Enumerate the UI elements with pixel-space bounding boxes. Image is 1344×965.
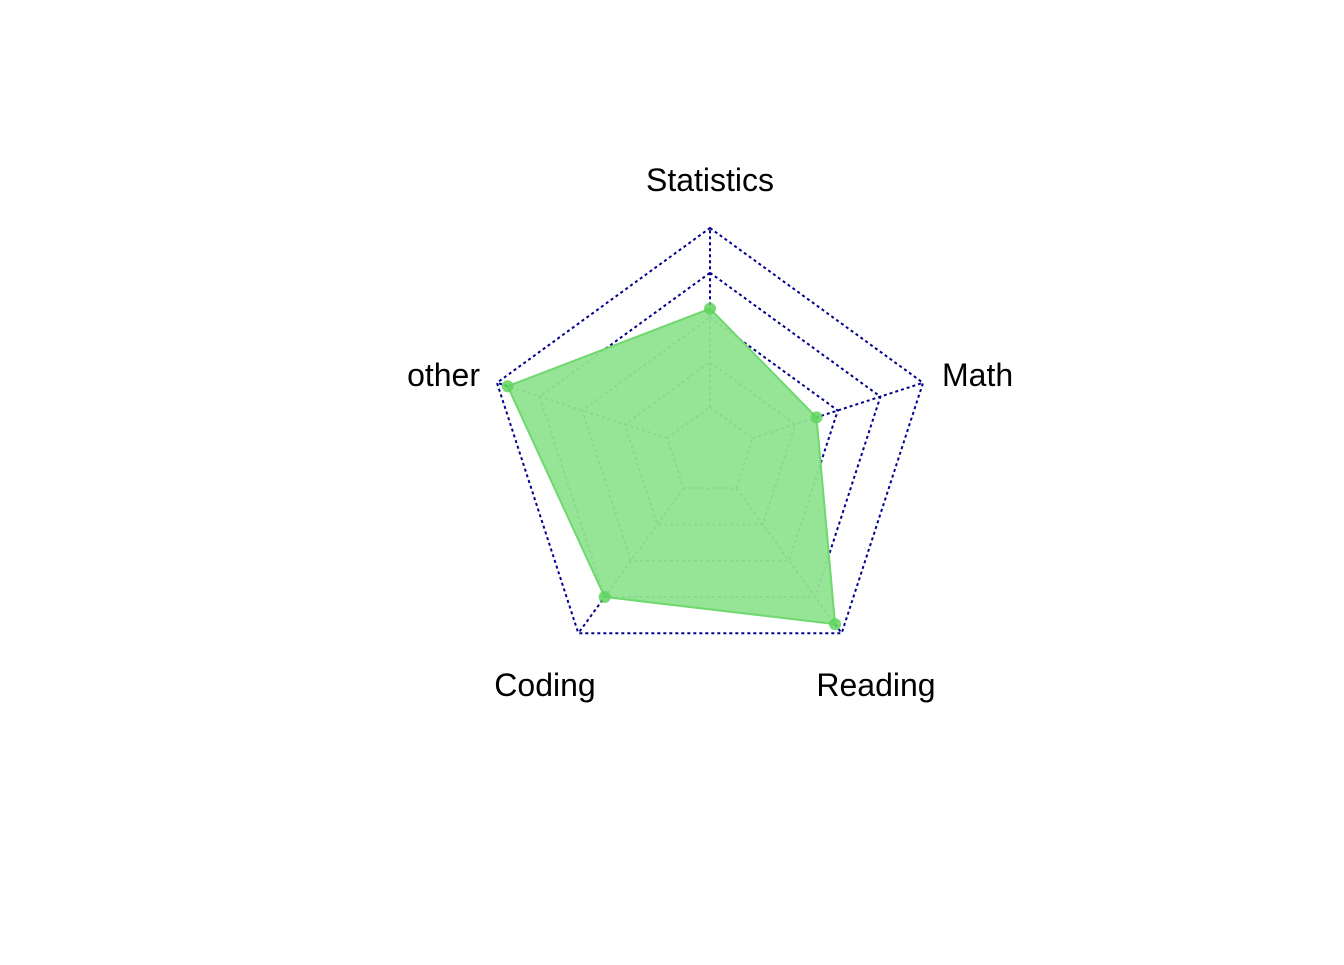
data-point-math xyxy=(810,411,823,424)
axis-labels: Statistics Math Reading Coding other xyxy=(407,162,1013,703)
axis-label-math: Math xyxy=(942,357,1013,393)
data-point-other xyxy=(501,380,514,393)
axis-label-coding: Coding xyxy=(494,667,595,703)
series-0-area xyxy=(506,307,837,626)
radar-series-layer xyxy=(501,302,842,631)
data-point-coding xyxy=(598,590,611,603)
axis-label-other: other xyxy=(407,357,480,393)
data-point-reading xyxy=(829,618,842,631)
data-point-statistics xyxy=(704,302,716,315)
axis-label-reading: Reading xyxy=(816,667,935,703)
axis-label-statistics: Statistics xyxy=(646,162,774,198)
